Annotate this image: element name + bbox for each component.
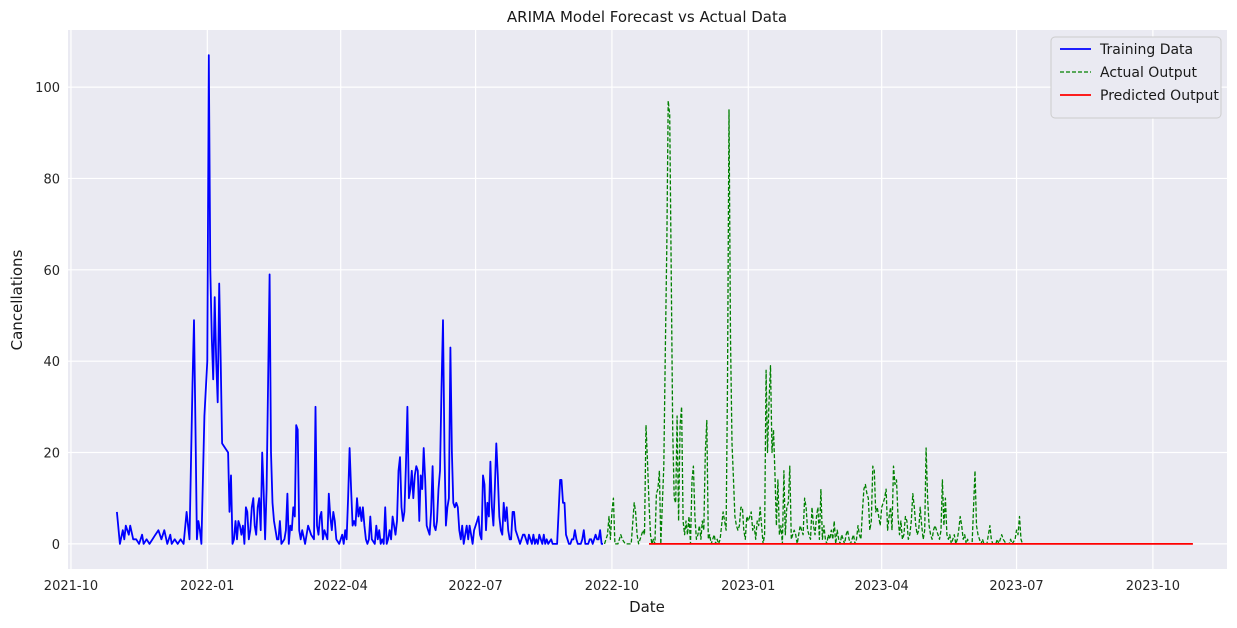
x-tick-label: 2022-01 — [180, 579, 234, 594]
x-tick-label: 2022-10 — [585, 579, 639, 594]
y-tick-label: 60 — [43, 264, 60, 279]
x-axis-label: Date — [629, 598, 665, 616]
x-tick-label: 2021-10 — [44, 579, 98, 594]
x-tick-label: 2023-01 — [721, 579, 775, 594]
series-layer — [116, 54, 1193, 545]
legend-label-training-data: Training Data — [1099, 42, 1193, 58]
legend: Training Data Actual Output Predicted Outp… — [1050, 36, 1222, 119]
series-line-training-data — [116, 54, 603, 545]
legend-label-actual-output: Actual Output — [1100, 65, 1197, 81]
x-tick-label: 2022-07 — [448, 579, 502, 594]
y-axis-label: Cancellations — [8, 249, 26, 350]
y-tick-label: 0 — [52, 538, 60, 553]
y-tick-label: 20 — [43, 447, 60, 462]
x-tick-label: 2023-07 — [989, 579, 1043, 594]
x-tick-label: 2023-10 — [1126, 579, 1180, 594]
y-tick-label: 100 — [35, 81, 60, 96]
x-tick-label: 2023-04 — [855, 579, 909, 594]
x-tick-label: 2022-04 — [314, 579, 368, 594]
y-tick-label: 40 — [43, 355, 60, 370]
legend-box — [1050, 36, 1222, 119]
legend-label-predicted-output: Predicted Output — [1100, 88, 1219, 104]
ticks: 0 20 40 60 80 100 2021-10 2022-01 2022-04 2022-07… — [35, 81, 1180, 594]
y-tick-label: 80 — [43, 172, 60, 187]
chart-title: ARIMA Model Forecast vs Actual Data — [507, 8, 787, 26]
